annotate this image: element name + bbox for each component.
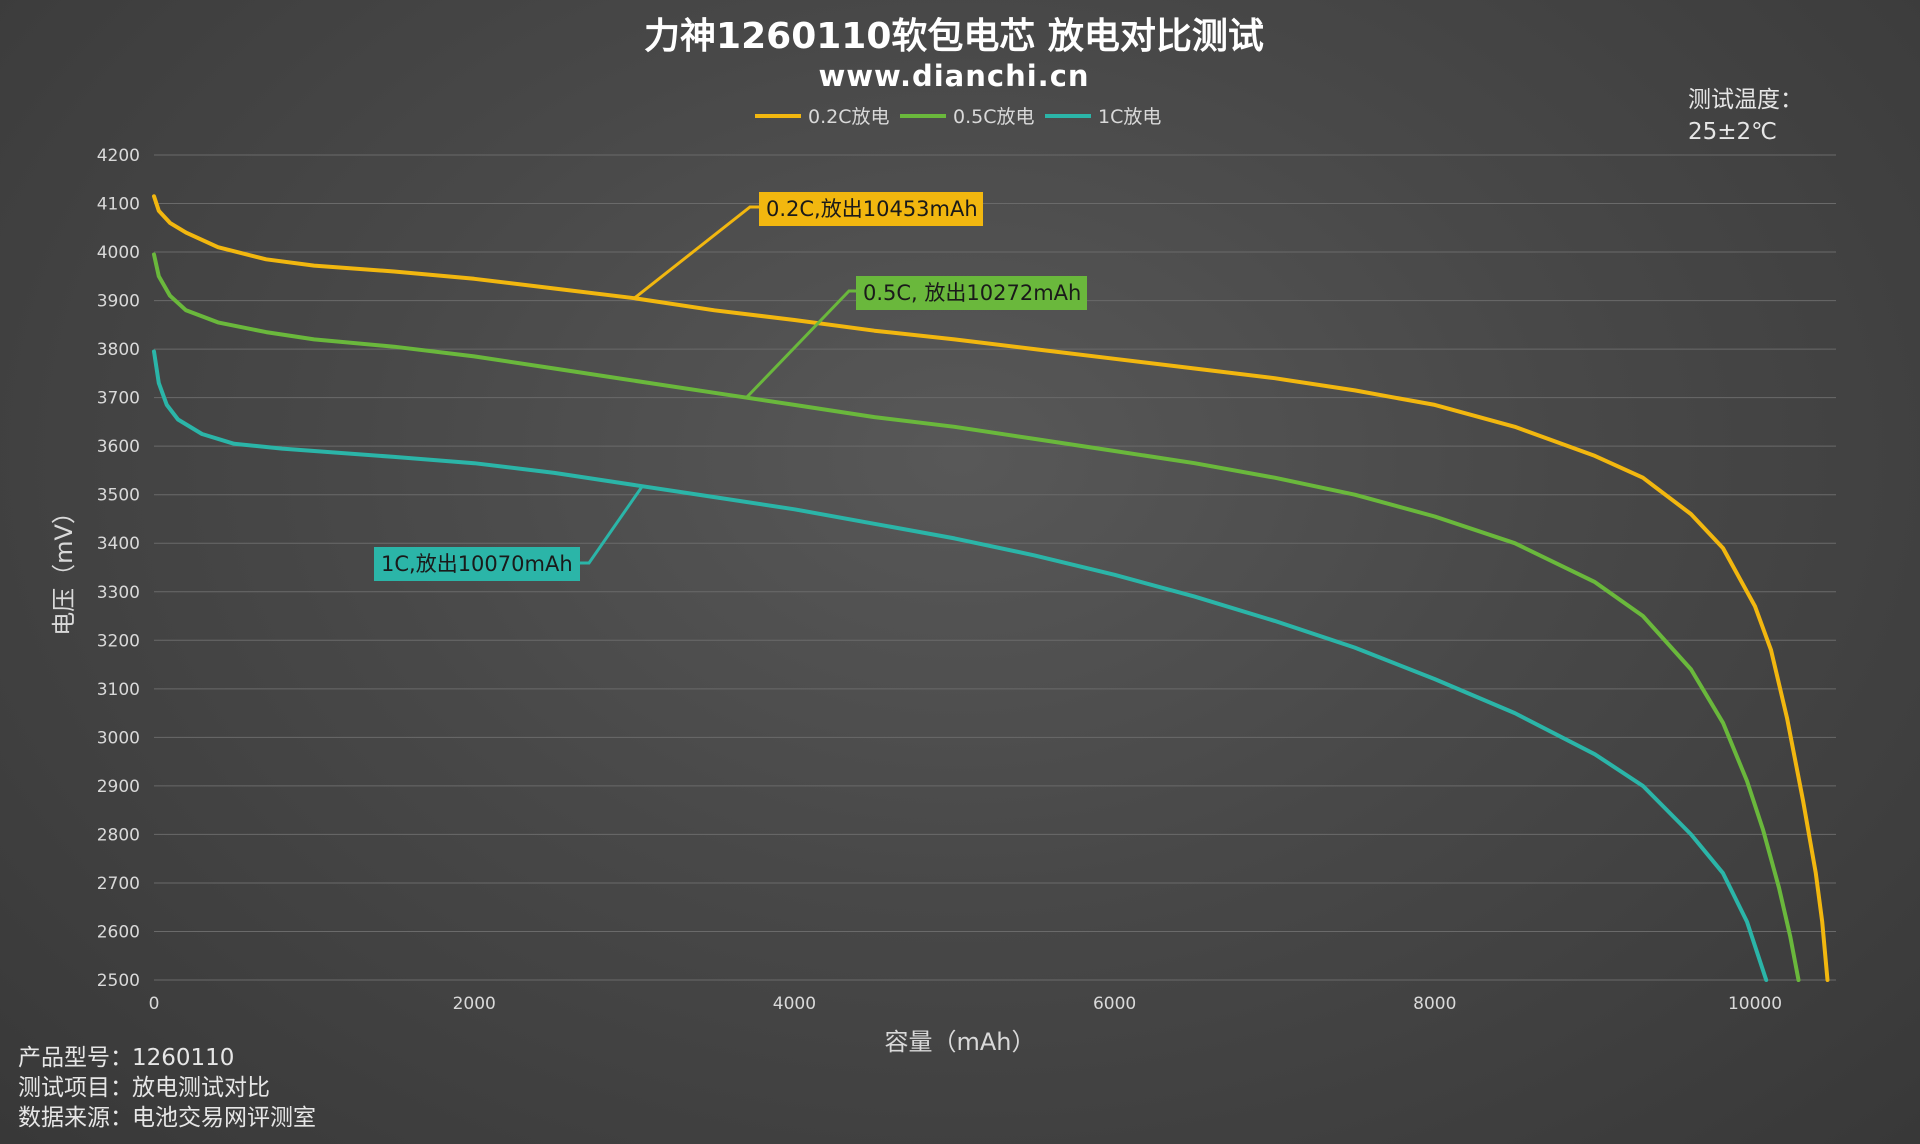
callout-box [759, 192, 983, 226]
callout-box [374, 547, 580, 581]
info-source-label: 数据来源： [18, 1105, 133, 1131]
callout-label: 1C,放出10070mAh [381, 552, 573, 576]
temperature-label: 测试温度： [1688, 87, 1803, 113]
x-tick-label: 8000 [1413, 994, 1456, 1014]
y-tick-label: 3600 [97, 437, 140, 457]
y-tick-label: 3400 [97, 534, 140, 554]
legend-label: 1C放电 [1098, 106, 1161, 128]
info-block: 产品型号： 1260110 测试项目： 放电测试对比 数据来源： 电池交易网评测… [18, 1045, 316, 1131]
y-axis-label: 电压（mV） [50, 500, 78, 636]
y-tick-label: 4000 [97, 243, 140, 263]
legend: 0.2C放电 0.5C放电 1C放电 [755, 106, 1161, 128]
chart-title: 力神1260110软包电芯 放电对比测试 [644, 16, 1264, 57]
y-tick-label: 3100 [97, 680, 140, 700]
x-tick-label: 2000 [453, 994, 496, 1014]
y-tick-label: 2900 [97, 777, 140, 797]
temperature-value: 25±2℃ [1688, 119, 1777, 145]
y-tick-label: 3500 [97, 486, 140, 506]
y-axis-ticks: 2500 2600 2700 2800 2900 3000 3100 3200 3300 3400… [97, 146, 140, 991]
series-line-0 [152, 194, 1830, 982]
callout-label: 0.2C,放出10453mAh [766, 197, 978, 221]
x-tick-label: 10000 [1728, 994, 1782, 1014]
callout-label: 0.5C, 放出10272mAh [863, 281, 1081, 305]
y-tick-label: 4200 [97, 146, 140, 166]
info-model-label: 产品型号： [18, 1045, 133, 1071]
x-axis-ticks: 0 2000 4000 6000 8000 10000 [149, 994, 1782, 1014]
legend-label: 0.5C放电 [953, 106, 1034, 128]
info-test-value: 放电测试对比 [132, 1075, 270, 1101]
legend-label: 0.2C放电 [808, 106, 889, 128]
callout-leader [580, 485, 644, 565]
callout-box [856, 276, 1087, 310]
y-tick-label: 3200 [97, 631, 140, 651]
callout-leader [633, 205, 759, 300]
y-tick-label: 2700 [97, 874, 140, 894]
y-tick-label: 3000 [97, 728, 140, 748]
y-tick-label: 3800 [97, 340, 140, 360]
series-callouts: 0.2C,放出10453mAh 0.5C, 放出10272mAh 1C,放出1007… [374, 192, 1087, 581]
y-tick-label: 2800 [97, 825, 140, 845]
x-tick-label: 4000 [773, 994, 816, 1014]
series-curves [152, 194, 1830, 982]
chart-subtitle: www.dianchi.cn [818, 59, 1089, 93]
x-tick-label: 6000 [1093, 994, 1136, 1014]
x-axis-label: 容量（mAh） [884, 1028, 1035, 1056]
x-tick-label: 0 [149, 994, 160, 1014]
info-source-value: 电池交易网评测室 [132, 1105, 316, 1131]
series-line-2 [152, 349, 1769, 982]
info-model-value: 1260110 [132, 1045, 234, 1071]
y-tick-label: 2500 [97, 971, 140, 991]
y-tick-label: 3300 [97, 583, 140, 603]
y-tick-label: 2600 [97, 922, 140, 942]
series-line-1 [152, 252, 1801, 982]
y-tick-label: 3700 [97, 389, 140, 409]
callout-leader [745, 289, 856, 399]
info-test-label: 测试项目： [18, 1075, 133, 1101]
y-tick-label: 4100 [97, 195, 140, 215]
y-tick-label: 3900 [97, 292, 140, 312]
